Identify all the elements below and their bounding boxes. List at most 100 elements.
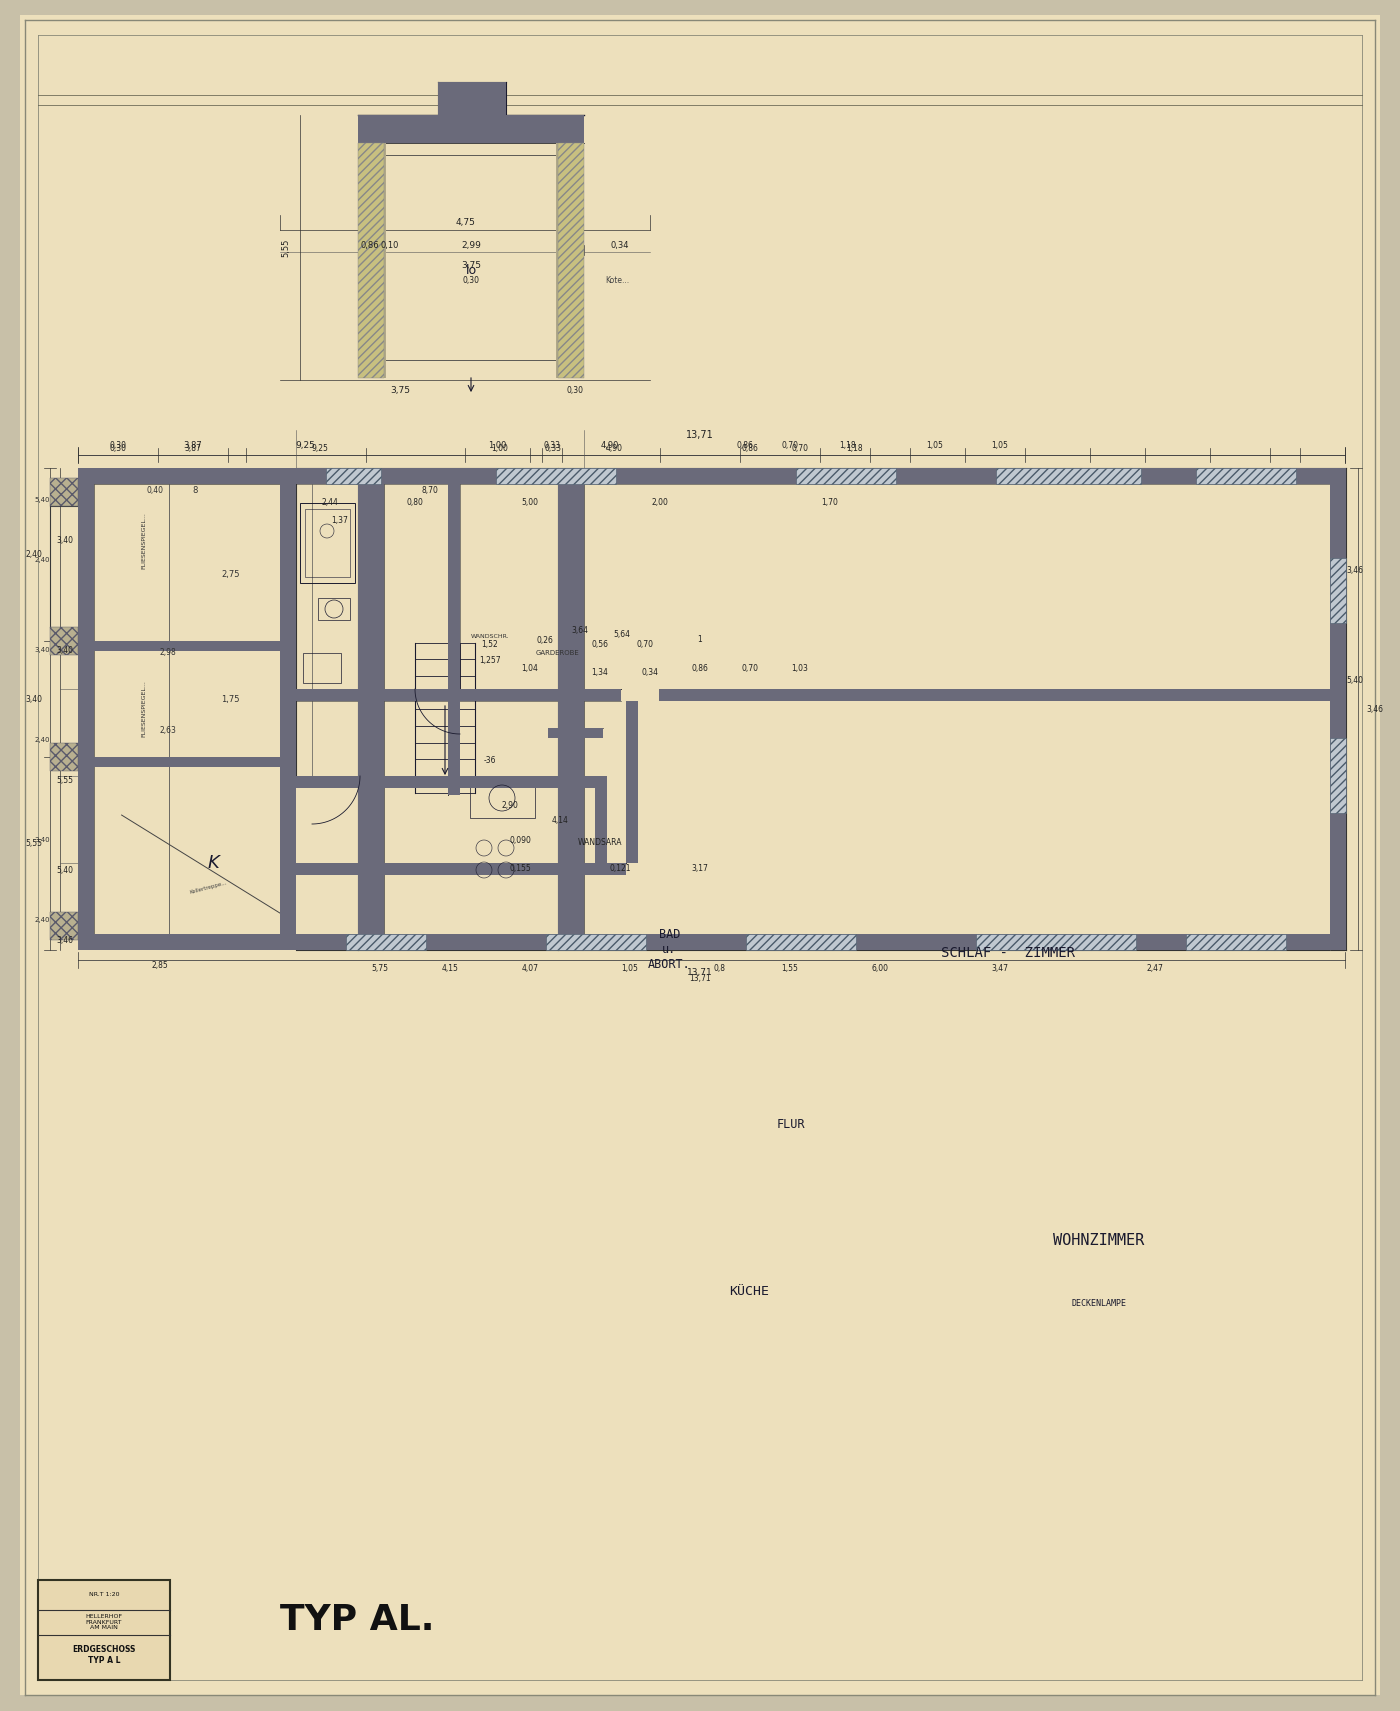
Text: Kote...: Kote...: [605, 275, 629, 284]
Text: ERDGESCHOSS
TYP A L: ERDGESCHOSS TYP A L: [73, 1646, 136, 1665]
Bar: [1330, 469, 1345, 950]
Text: FLIESENSPIEGEL...: FLIESENSPIEGEL...: [141, 512, 146, 568]
Text: 3,40: 3,40: [35, 837, 50, 844]
Text: 1,00: 1,00: [491, 443, 508, 452]
Text: 0,33: 0,33: [543, 440, 560, 450]
Bar: [94, 756, 280, 767]
Text: 2,40: 2,40: [25, 551, 42, 559]
Text: WOHNZIMMER: WOHNZIMMER: [1053, 1234, 1145, 1247]
Text: 1,257: 1,257: [479, 655, 501, 664]
Text: WANDSARA: WANDSARA: [578, 837, 622, 847]
Bar: [470, 779, 535, 818]
Text: 0,70: 0,70: [742, 664, 759, 672]
Text: 13,71: 13,71: [686, 429, 714, 440]
Text: DECKENLAMPE: DECKENLAMPE: [1071, 1299, 1127, 1309]
Text: 2,98: 2,98: [160, 648, 176, 657]
Bar: [445, 86, 498, 111]
Bar: [595, 777, 608, 862]
Text: 1,05: 1,05: [927, 440, 944, 450]
Text: 2,75: 2,75: [221, 570, 239, 578]
Text: 1,37: 1,37: [332, 515, 349, 525]
Text: 8,70: 8,70: [421, 486, 438, 494]
Text: 3,40: 3,40: [56, 645, 73, 655]
Text: 3,46: 3,46: [1366, 705, 1383, 713]
Bar: [280, 469, 295, 950]
Text: 0,10: 0,10: [381, 241, 399, 250]
Bar: [384, 156, 559, 359]
Text: -36: -36: [484, 756, 496, 765]
Text: 5,40: 5,40: [1347, 676, 1364, 684]
Text: HELLERHOF
FRANKFURT
AM MAIN: HELLERHOF FRANKFURT AM MAIN: [85, 1613, 123, 1631]
Text: 0,8: 0,8: [714, 963, 727, 972]
Text: 8: 8: [192, 486, 197, 494]
Text: 1,05: 1,05: [991, 440, 1008, 450]
Text: 0,30: 0,30: [109, 440, 126, 450]
Text: WANDSCHR.: WANDSCHR.: [470, 635, 510, 640]
Text: 2,40: 2,40: [35, 737, 50, 743]
Text: 1,05: 1,05: [622, 963, 638, 972]
Bar: [566, 144, 584, 378]
Text: 0,26: 0,26: [536, 635, 553, 645]
Text: 0,86: 0,86: [742, 443, 759, 452]
Bar: [78, 469, 94, 950]
Text: FLUR: FLUR: [777, 1117, 805, 1131]
Text: 3,75: 3,75: [391, 385, 410, 395]
Text: 3,47: 3,47: [991, 963, 1008, 972]
Text: 0,121: 0,121: [609, 864, 631, 873]
Bar: [78, 469, 295, 484]
Text: 2,44: 2,44: [322, 498, 339, 506]
Text: 1,00: 1,00: [487, 440, 507, 450]
Text: 0,40: 0,40: [147, 486, 164, 494]
Text: 5,75: 5,75: [371, 963, 389, 972]
Text: BAD
u.
ABORT.: BAD u. ABORT.: [648, 927, 690, 972]
Bar: [1186, 934, 1287, 950]
Text: 5,55: 5,55: [281, 240, 291, 257]
Bar: [318, 599, 350, 619]
Bar: [358, 144, 377, 378]
Text: 1,75: 1,75: [221, 695, 239, 703]
Text: 3,87: 3,87: [185, 443, 202, 452]
Text: 0,34: 0,34: [641, 667, 658, 676]
Text: 13,71: 13,71: [689, 974, 711, 982]
Text: 2,40: 2,40: [35, 917, 50, 922]
Text: lo: lo: [465, 263, 476, 277]
Bar: [559, 469, 584, 950]
Text: 2,00: 2,00: [651, 498, 668, 506]
Text: 3,46: 3,46: [56, 936, 73, 944]
Text: 4,90: 4,90: [605, 443, 623, 452]
Bar: [746, 934, 855, 950]
Bar: [50, 477, 78, 506]
Text: 2,63: 2,63: [160, 725, 176, 734]
Bar: [358, 144, 384, 378]
Text: 1,03: 1,03: [791, 664, 808, 672]
Bar: [1196, 469, 1296, 484]
Text: Kellertreppe...: Kellertreppe...: [189, 879, 228, 895]
Text: NR.T 1:20: NR.T 1:20: [88, 1593, 119, 1598]
Bar: [448, 469, 461, 690]
Text: 0,86: 0,86: [361, 241, 379, 250]
Bar: [358, 469, 384, 950]
Text: 1,55: 1,55: [781, 963, 798, 972]
Bar: [295, 690, 622, 702]
Bar: [50, 912, 78, 939]
Text: 4,14: 4,14: [552, 816, 568, 825]
Text: 0,70: 0,70: [781, 440, 798, 450]
Text: 4,90: 4,90: [601, 440, 619, 450]
Text: 3,46: 3,46: [1347, 566, 1364, 575]
Bar: [295, 469, 1345, 484]
Bar: [556, 115, 584, 144]
Text: 5,64: 5,64: [613, 630, 630, 638]
Bar: [300, 503, 356, 583]
Text: 4,75: 4,75: [455, 217, 475, 226]
Bar: [659, 690, 1330, 702]
Text: 5,55: 5,55: [56, 775, 73, 785]
Text: 6,00: 6,00: [871, 963, 889, 972]
Bar: [995, 469, 1141, 484]
Text: 0,155: 0,155: [510, 864, 531, 873]
Text: 1,52: 1,52: [482, 640, 498, 650]
Text: 9,25: 9,25: [312, 443, 329, 452]
Bar: [50, 626, 78, 655]
Text: 4,15: 4,15: [441, 963, 458, 972]
Text: 13,71: 13,71: [687, 967, 713, 977]
Bar: [976, 934, 1135, 950]
